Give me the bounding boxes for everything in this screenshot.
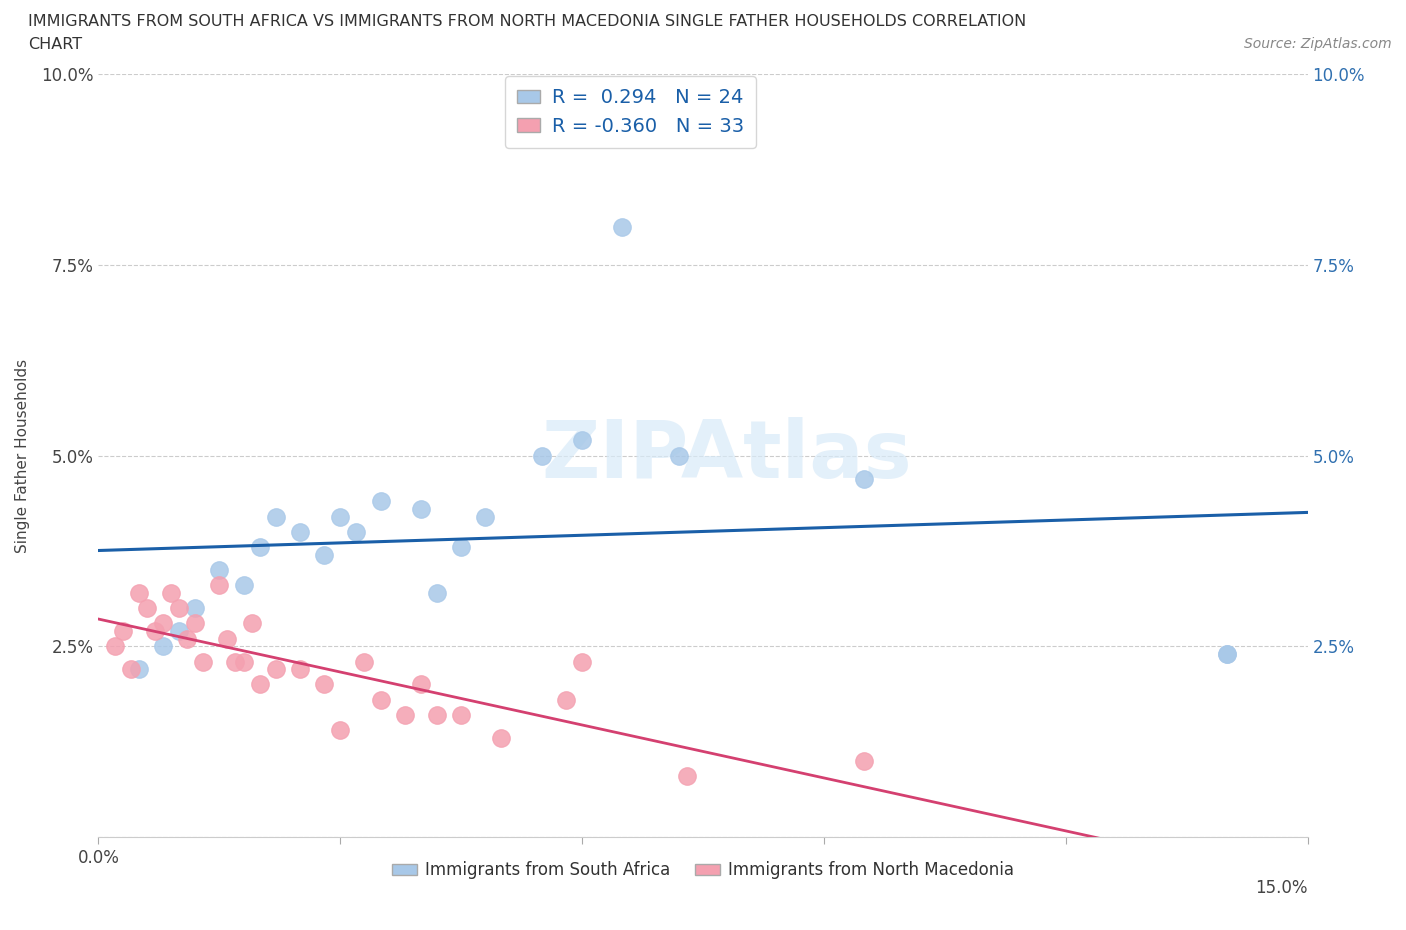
Point xyxy=(208,578,231,592)
Point xyxy=(571,654,593,669)
Text: 15.0%: 15.0% xyxy=(1256,879,1308,897)
Point xyxy=(426,708,449,723)
Point xyxy=(344,525,367,539)
Point xyxy=(143,624,166,639)
Point xyxy=(853,753,876,768)
Point xyxy=(288,525,311,539)
Point xyxy=(450,708,472,723)
Point xyxy=(450,539,472,554)
Point xyxy=(329,510,352,525)
Point xyxy=(152,616,174,631)
Point xyxy=(329,723,352,737)
Point xyxy=(853,472,876,486)
Point xyxy=(120,662,142,677)
Point xyxy=(176,631,198,646)
Point xyxy=(314,677,336,692)
Point xyxy=(370,494,392,509)
Point xyxy=(103,639,125,654)
Point xyxy=(1216,646,1239,661)
Legend: Immigrants from South Africa, Immigrants from North Macedonia: Immigrants from South Africa, Immigrants… xyxy=(385,855,1021,886)
Point xyxy=(135,601,157,616)
Point xyxy=(612,219,634,234)
Point xyxy=(530,448,553,463)
Point xyxy=(668,448,690,463)
Point xyxy=(111,624,134,639)
Point xyxy=(208,563,231,578)
Text: IMMIGRANTS FROM SOUTH AFRICA VS IMMIGRANTS FROM NORTH MACEDONIA SINGLE FATHER HO: IMMIGRANTS FROM SOUTH AFRICA VS IMMIGRAN… xyxy=(28,14,1026,29)
Point xyxy=(571,433,593,448)
Point xyxy=(394,708,416,723)
Point xyxy=(249,539,271,554)
Point xyxy=(409,677,432,692)
Text: Source: ZipAtlas.com: Source: ZipAtlas.com xyxy=(1244,37,1392,51)
Text: CHART: CHART xyxy=(28,37,82,52)
Point xyxy=(184,601,207,616)
Point xyxy=(167,624,190,639)
Point xyxy=(240,616,263,631)
Point xyxy=(232,578,254,592)
Point xyxy=(370,692,392,707)
Point xyxy=(491,730,513,745)
Point xyxy=(409,501,432,516)
Point xyxy=(224,654,246,669)
Point xyxy=(676,768,699,783)
Point xyxy=(232,654,254,669)
Point xyxy=(128,586,150,601)
Point xyxy=(249,677,271,692)
Point xyxy=(426,586,449,601)
Point xyxy=(314,548,336,563)
Point xyxy=(193,654,215,669)
Point xyxy=(288,662,311,677)
Point xyxy=(1216,646,1239,661)
Point xyxy=(152,639,174,654)
Point xyxy=(184,616,207,631)
Point xyxy=(217,631,239,646)
Point xyxy=(555,692,578,707)
Point xyxy=(264,510,287,525)
Text: ZIPAtlas: ZIPAtlas xyxy=(541,417,912,495)
Y-axis label: Single Father Households: Single Father Households xyxy=(15,359,30,552)
Point xyxy=(160,586,183,601)
Point xyxy=(353,654,375,669)
Point xyxy=(474,510,496,525)
Point xyxy=(128,662,150,677)
Point xyxy=(167,601,190,616)
Point xyxy=(264,662,287,677)
